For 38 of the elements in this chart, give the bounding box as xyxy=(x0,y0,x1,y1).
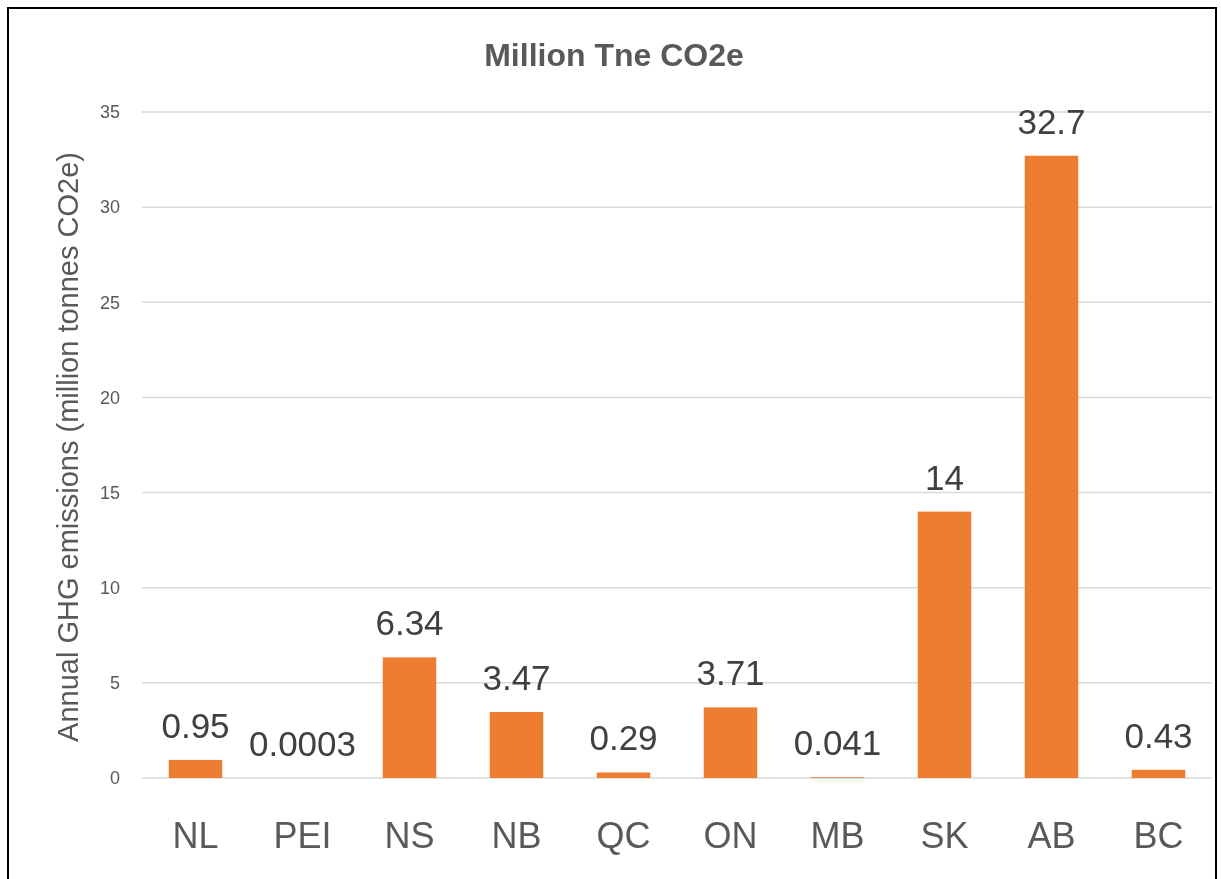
bar xyxy=(168,759,223,778)
x-tick-label: ON xyxy=(703,814,758,856)
data-label: 0.95 xyxy=(161,705,230,745)
y-tick-label: 10 xyxy=(99,577,120,598)
bar xyxy=(703,707,758,778)
data-label: 3.47 xyxy=(482,657,551,697)
bar xyxy=(1131,769,1186,778)
y-tick-label: 35 xyxy=(99,102,120,123)
x-tick-label: BC xyxy=(1133,814,1184,856)
data-label: 0.0003 xyxy=(248,723,357,763)
x-tick-label: NL xyxy=(172,814,219,856)
y-tick-label: 15 xyxy=(99,482,120,503)
data-label: 32.7 xyxy=(1017,101,1086,141)
y-tick-label: 25 xyxy=(99,292,120,313)
data-label: 6.34 xyxy=(375,603,444,643)
bar xyxy=(917,511,972,778)
x-tick-label: MB xyxy=(810,814,865,856)
y-axis-title: Annual GHG emissions (million tonnes CO2e) xyxy=(52,152,84,742)
bar xyxy=(1024,155,1079,778)
bar xyxy=(489,711,544,778)
chart-title: Million Tne CO2e xyxy=(484,37,744,73)
data-label: 14 xyxy=(925,457,964,497)
data-label: 0.041 xyxy=(793,723,882,763)
bar xyxy=(596,772,651,778)
x-tick-label: PEI xyxy=(273,814,332,856)
y-tick-label: 5 xyxy=(109,673,120,694)
data-label: 0.43 xyxy=(1124,715,1193,755)
y-tick-label: 30 xyxy=(99,197,120,218)
x-tick-label: NB xyxy=(491,814,542,856)
data-label: 3.71 xyxy=(696,653,765,693)
x-tick-label: NS xyxy=(384,814,435,856)
data-label: 0.29 xyxy=(589,718,658,758)
bar xyxy=(382,657,437,778)
y-tick-label: 0 xyxy=(109,768,120,789)
x-tick-label: SK xyxy=(920,814,969,856)
y-tick-label: 20 xyxy=(99,387,120,408)
x-tick-label: QC xyxy=(596,814,651,856)
x-tick-label: AB xyxy=(1027,814,1076,856)
